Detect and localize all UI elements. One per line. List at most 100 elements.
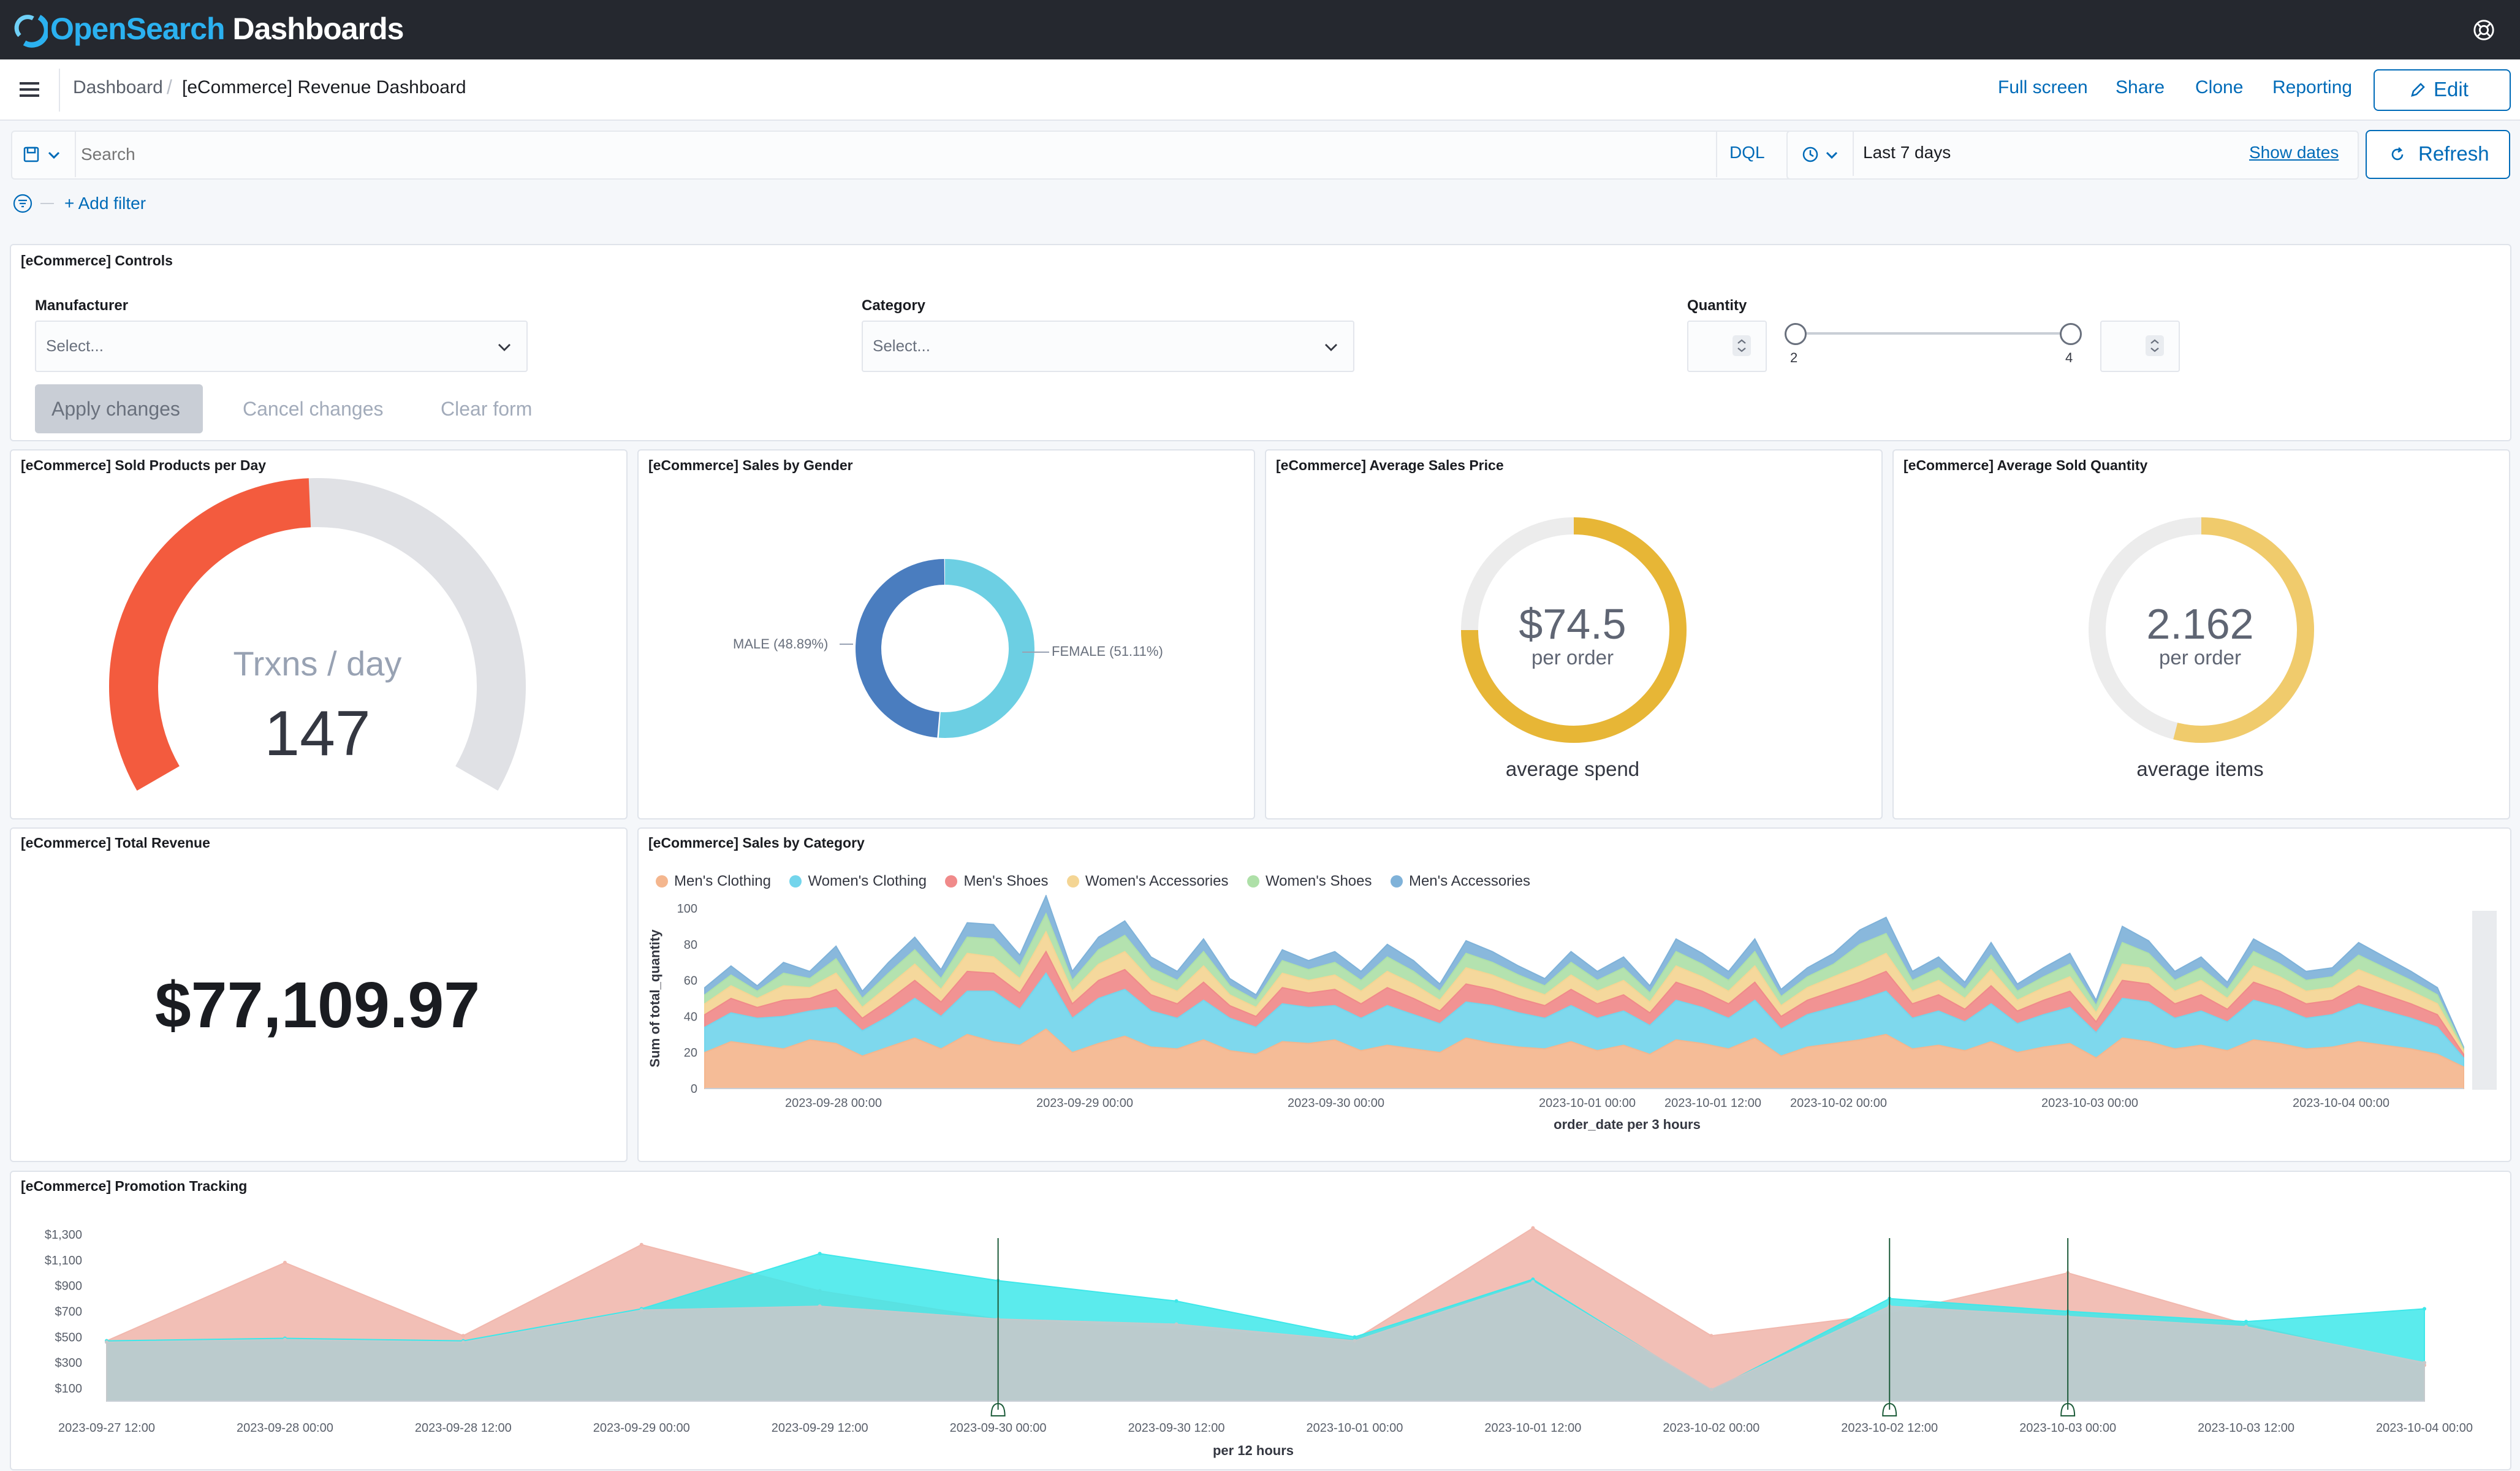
x-tick-label: 2023-10-04 00:00 xyxy=(2376,1421,2473,1435)
data-point[interactable] xyxy=(1353,1335,1357,1339)
quantity-min-input[interactable] xyxy=(1687,321,1767,372)
legend-swatch xyxy=(1247,875,1259,888)
reporting-link[interactable]: Reporting xyxy=(2272,77,2353,97)
panel-title: [eCommerce] Sales by Category xyxy=(648,835,865,851)
female-label: FEMALE (51.11%) xyxy=(1052,644,1163,659)
data-point[interactable] xyxy=(1174,1299,1178,1303)
quantity-label: Quantity xyxy=(1687,297,1747,314)
slider-min-handle[interactable] xyxy=(1785,323,1807,345)
category-select[interactable]: Select... xyxy=(862,321,1354,372)
help-icon[interactable] xyxy=(2472,18,2495,42)
bell-icon[interactable] xyxy=(990,1402,1006,1416)
clone-link[interactable]: Clone xyxy=(2195,77,2244,97)
divider xyxy=(40,203,54,204)
chart-scrollbar[interactable] xyxy=(2472,911,2497,1090)
x-tick-label: 2023-10-01 00:00 xyxy=(1307,1421,1403,1435)
bell-icon[interactable] xyxy=(1882,1402,1897,1416)
search-input[interactable] xyxy=(80,132,1712,177)
quantity-slider-track[interactable] xyxy=(1796,332,2070,335)
panel-title: [eCommerce] Controls xyxy=(21,253,173,268)
legend-item[interactable]: Women's Accessories xyxy=(1066,873,1228,889)
data-point[interactable] xyxy=(461,1334,465,1338)
quick-select-button[interactable] xyxy=(1788,132,1854,176)
legend-item[interactable]: Women's Shoes xyxy=(1247,873,1372,889)
total-revenue-panel xyxy=(10,827,628,1162)
legend-item[interactable]: Men's Shoes xyxy=(945,873,1048,889)
legend-item[interactable]: Women's Clothing xyxy=(789,873,927,889)
data-point[interactable] xyxy=(1353,1339,1357,1343)
menu-icon[interactable] xyxy=(17,78,42,101)
quantity-max-input[interactable] xyxy=(2100,321,2180,372)
x-tick-label: 2023-09-28 00:00 xyxy=(785,1097,882,1110)
full-screen-link[interactable]: Full screen xyxy=(1998,77,2088,97)
data-point[interactable] xyxy=(2423,1307,2426,1311)
data-point[interactable] xyxy=(283,1337,287,1342)
y-tick-label: 40 xyxy=(684,1010,697,1024)
chevron-down-icon xyxy=(48,151,60,159)
x-tick-label: 2023-10-04 00:00 xyxy=(2293,1097,2389,1110)
data-point[interactable] xyxy=(2423,1361,2426,1365)
data-point[interactable] xyxy=(818,1304,822,1309)
x-tick-label: 2023-10-03 00:00 xyxy=(2041,1097,2138,1110)
legend-item[interactable]: Men's Clothing xyxy=(656,873,771,889)
legend-swatch xyxy=(656,875,668,888)
y-tick-label: 60 xyxy=(684,975,697,988)
data-point[interactable] xyxy=(1531,1280,1535,1284)
gauge-chart xyxy=(109,478,526,791)
data-point[interactable] xyxy=(105,1340,108,1344)
sales-by-category-chart: 0 20 40 60 80 100 2023-09-28 00:00 2023-09-29 0… xyxy=(647,895,2464,1132)
data-point[interactable] xyxy=(1709,1388,1714,1392)
pie-slice-female[interactable] xyxy=(938,559,1034,738)
average-sold-quantity-panel xyxy=(1892,449,2510,819)
x-tick-label: 2023-10-01 12:00 xyxy=(1664,1097,1761,1110)
top-bar xyxy=(0,0,2520,59)
data-point[interactable] xyxy=(1531,1226,1535,1230)
bell-icon[interactable] xyxy=(2060,1402,2076,1416)
edit-button[interactable]: Edit xyxy=(2374,69,2511,111)
legend-item[interactable]: Men's Accessories xyxy=(1390,873,1530,889)
x-tick-label: 2023-09-29 00:00 xyxy=(593,1421,690,1435)
refresh-button[interactable]: Refresh xyxy=(2366,130,2510,179)
data-point[interactable] xyxy=(2244,1325,2249,1329)
breadcrumb-dashboard[interactable]: Dashboard xyxy=(73,77,163,97)
data-point[interactable] xyxy=(1709,1334,1714,1338)
pie-slice-male[interactable] xyxy=(856,559,945,738)
opensearch-logo-icon[interactable] xyxy=(12,12,48,48)
x-tick-label: 2023-10-02 00:00 xyxy=(1790,1097,1887,1110)
data-point[interactable] xyxy=(639,1242,643,1247)
data-point[interactable] xyxy=(639,1308,643,1312)
x-tick-label: 2023-10-02 00:00 xyxy=(1663,1421,1759,1435)
header-bar xyxy=(0,59,2520,121)
legend-swatch xyxy=(789,875,802,888)
brand-title[interactable]: OpenSearch Dashboards xyxy=(50,12,404,46)
x-tick-label: 2023-10-03 12:00 xyxy=(2198,1421,2294,1435)
x-tick-label: 2023-09-29 12:00 xyxy=(772,1421,868,1435)
avg-price-unit: per order xyxy=(1531,646,1614,669)
data-point[interactable] xyxy=(818,1252,822,1256)
saved-query-button[interactable] xyxy=(11,131,76,177)
sales-by-gender-panel xyxy=(637,449,1255,819)
y-tick-label: 0 xyxy=(691,1082,697,1096)
apply-changes-button[interactable]: Apply changes xyxy=(35,384,203,433)
data-point[interactable] xyxy=(1531,1277,1535,1282)
data-point[interactable] xyxy=(2244,1320,2249,1324)
average-sales-price-panel xyxy=(1265,449,1883,819)
share-link[interactable]: Share xyxy=(2116,77,2165,97)
data-point[interactable] xyxy=(283,1261,287,1265)
filter-icon[interactable] xyxy=(12,193,33,214)
clear-form-button[interactable]: Clear form xyxy=(441,398,533,420)
data-point[interactable] xyxy=(1174,1322,1178,1326)
slider-max-handle[interactable] xyxy=(2060,323,2082,345)
dql-button[interactable]: DQL xyxy=(1729,143,1765,162)
x-tick-label: 2023-10-03 00:00 xyxy=(2019,1421,2116,1435)
cancel-changes-button[interactable]: Cancel changes xyxy=(243,398,384,420)
avg-qty-caption: average items xyxy=(2136,758,2264,780)
manufacturer-select[interactable]: Select... xyxy=(35,321,528,372)
y-tick-label: 80 xyxy=(684,938,697,952)
legend-swatch xyxy=(945,875,958,888)
time-range-label[interactable]: Last 7 days xyxy=(1863,143,1951,162)
x-axis-title: order_date per 3 hours xyxy=(1554,1117,1701,1132)
show-dates-link[interactable]: Show dates xyxy=(2249,143,2339,162)
add-filter-link[interactable]: + Add filter xyxy=(64,194,146,213)
data-point[interactable] xyxy=(461,1340,465,1344)
